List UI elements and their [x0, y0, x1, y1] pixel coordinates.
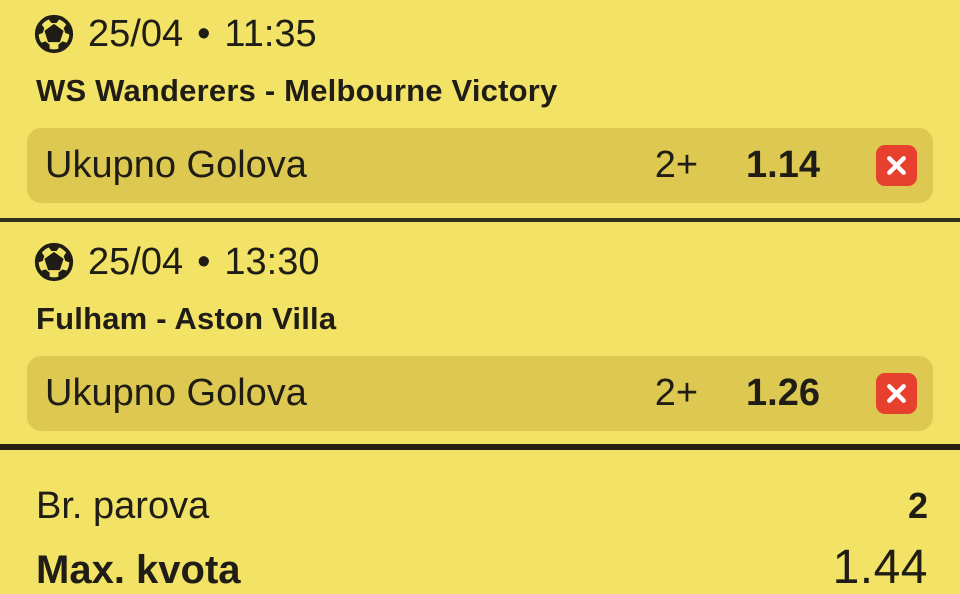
- pairs-label: Br. parova: [36, 485, 210, 527]
- close-icon: [885, 154, 908, 177]
- pairs-value: 2: [907, 485, 928, 526]
- bet-selection-card: Ukupno Golova 2+ 1.14: [27, 128, 933, 203]
- max-odds-label: Max. kvota: [36, 548, 241, 592]
- section-divider: [0, 444, 960, 450]
- match-teams: WS Wanderers - Melbourne Victory: [36, 73, 558, 108]
- match-divider: [0, 218, 960, 222]
- bet-odds: 1.26: [746, 372, 820, 414]
- bet-market: Ukupno Golova: [45, 144, 307, 186]
- remove-bet-button[interactable]: [876, 373, 917, 414]
- date-time-separator: •: [197, 241, 211, 283]
- bet-slip-summary: Br. parova 2 Max. kvota 1.44: [0, 485, 960, 594]
- bet-market: Ukupno Golova: [45, 372, 307, 414]
- max-odds-row: Max. kvota 1.44: [36, 541, 928, 594]
- match-date: 25/04: [88, 13, 184, 55]
- remove-bet-button[interactable]: [876, 145, 917, 186]
- bet-selection-card: Ukupno Golova 2+ 1.26: [27, 356, 933, 431]
- match-entry: 25/04 • 11:35 WS Wanderers - Melbourne V…: [0, 0, 960, 203]
- match-time: 11:35: [224, 13, 317, 55]
- soccer-ball-icon: [33, 241, 75, 283]
- bet-pick: 2+: [654, 144, 699, 186]
- bet-odds: 1.14: [746, 144, 820, 186]
- match-date: 25/04: [88, 241, 184, 283]
- bet-pick: 2+: [654, 372, 699, 414]
- match-entry: 25/04 • 13:30 Fulham - Aston Villa Ukupn…: [0, 222, 960, 431]
- close-icon: [885, 382, 908, 405]
- soccer-ball-icon: [33, 13, 75, 55]
- date-time-separator: •: [197, 13, 211, 55]
- match-header: 25/04 • 13:30: [33, 240, 960, 284]
- pairs-row: Br. parova 2: [36, 485, 928, 527]
- match-time: 13:30: [224, 241, 320, 283]
- match-teams: Fulham - Aston Villa: [36, 301, 337, 336]
- max-odds-value: 1.44: [832, 541, 928, 594]
- match-header: 25/04 • 11:35: [33, 12, 960, 56]
